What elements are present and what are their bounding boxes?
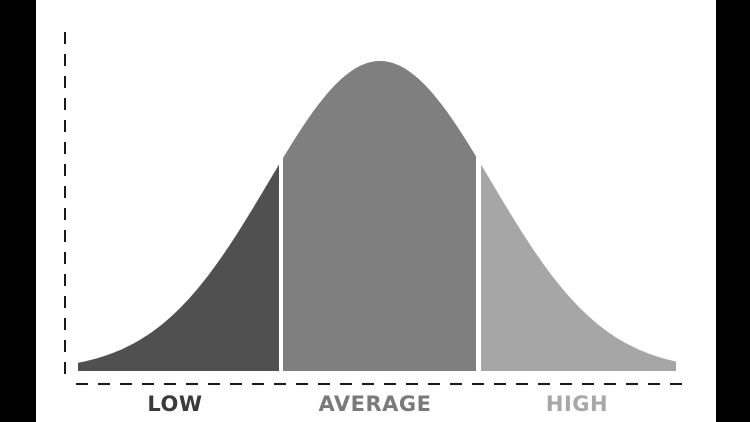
label-low: LOW <box>147 392 203 416</box>
label-average: AVERAGE <box>318 392 432 416</box>
letterbox-right <box>716 0 750 422</box>
region-high <box>481 164 676 371</box>
label-high: HIGH <box>545 392 609 416</box>
letterbox-left <box>0 0 36 422</box>
region-low <box>78 164 279 371</box>
region-average <box>283 61 476 371</box>
